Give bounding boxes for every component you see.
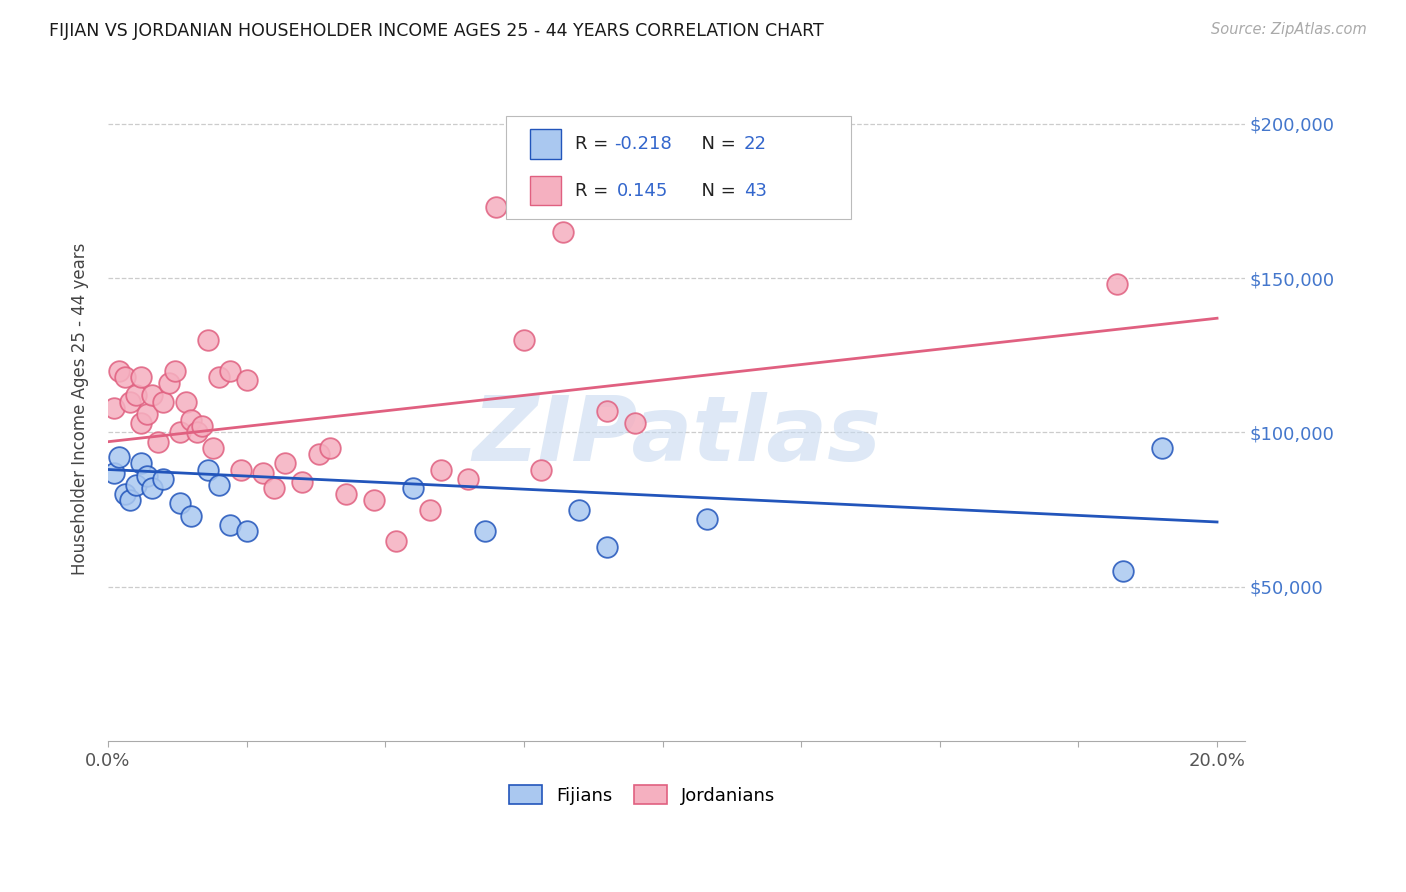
Point xyxy=(186,425,208,440)
Point xyxy=(402,481,425,495)
Point xyxy=(108,450,131,465)
Point xyxy=(457,472,479,486)
Text: 22: 22 xyxy=(744,135,766,153)
Point xyxy=(429,462,451,476)
Point xyxy=(219,364,242,378)
Point xyxy=(135,468,157,483)
Point xyxy=(1150,441,1173,455)
Point xyxy=(103,401,125,415)
Point xyxy=(229,462,252,476)
Point xyxy=(108,364,131,378)
Point xyxy=(513,333,536,347)
Point xyxy=(419,502,441,516)
Point xyxy=(103,466,125,480)
Point xyxy=(120,493,142,508)
Point xyxy=(529,462,551,476)
Point xyxy=(180,508,202,523)
Point xyxy=(114,370,136,384)
Point xyxy=(385,533,408,548)
Point xyxy=(125,478,148,492)
Point xyxy=(596,404,619,418)
Point xyxy=(191,419,214,434)
Point xyxy=(252,466,274,480)
Legend: Fijians, Jordanians: Fijians, Jordanians xyxy=(502,778,783,812)
Point xyxy=(152,394,174,409)
Point xyxy=(696,512,718,526)
Point xyxy=(146,434,169,449)
Point xyxy=(157,376,180,390)
Point xyxy=(235,524,257,539)
Point xyxy=(169,425,191,440)
Point xyxy=(208,370,231,384)
Point xyxy=(129,416,152,430)
Text: -0.218: -0.218 xyxy=(614,135,672,153)
Text: FIJIAN VS JORDANIAN HOUSEHOLDER INCOME AGES 25 - 44 YEARS CORRELATION CHART: FIJIAN VS JORDANIAN HOUSEHOLDER INCOME A… xyxy=(49,22,824,40)
Point xyxy=(135,407,157,421)
Text: N =: N = xyxy=(690,135,742,153)
Point xyxy=(180,413,202,427)
Point xyxy=(1112,565,1135,579)
Point xyxy=(551,225,574,239)
Point xyxy=(474,524,496,539)
Point xyxy=(1107,277,1129,292)
Text: ZIPatlas: ZIPatlas xyxy=(472,392,882,480)
Point xyxy=(263,481,285,495)
Point xyxy=(291,475,314,489)
Text: R =: R = xyxy=(575,182,620,200)
Point xyxy=(235,373,257,387)
Point xyxy=(363,493,385,508)
Point xyxy=(568,502,591,516)
Point xyxy=(219,518,242,533)
Point xyxy=(114,487,136,501)
Point xyxy=(485,200,508,214)
Text: 0.145: 0.145 xyxy=(617,182,669,200)
Text: N =: N = xyxy=(690,182,742,200)
Point xyxy=(308,447,330,461)
Point xyxy=(274,456,297,470)
Point xyxy=(623,416,645,430)
Point xyxy=(163,364,186,378)
Text: Source: ZipAtlas.com: Source: ZipAtlas.com xyxy=(1211,22,1367,37)
Point xyxy=(152,472,174,486)
Point xyxy=(174,394,197,409)
Text: 43: 43 xyxy=(744,182,766,200)
Point xyxy=(141,388,163,402)
Point xyxy=(319,441,342,455)
Point xyxy=(125,388,148,402)
Point xyxy=(202,441,225,455)
Point xyxy=(197,462,219,476)
Point xyxy=(169,496,191,510)
Point xyxy=(208,478,231,492)
Point xyxy=(197,333,219,347)
Point xyxy=(141,481,163,495)
Point xyxy=(129,370,152,384)
Y-axis label: Householder Income Ages 25 - 44 years: Householder Income Ages 25 - 44 years xyxy=(72,244,89,575)
Point xyxy=(335,487,357,501)
Point xyxy=(129,456,152,470)
Point xyxy=(596,540,619,554)
Point xyxy=(120,394,142,409)
Text: R =: R = xyxy=(575,135,614,153)
